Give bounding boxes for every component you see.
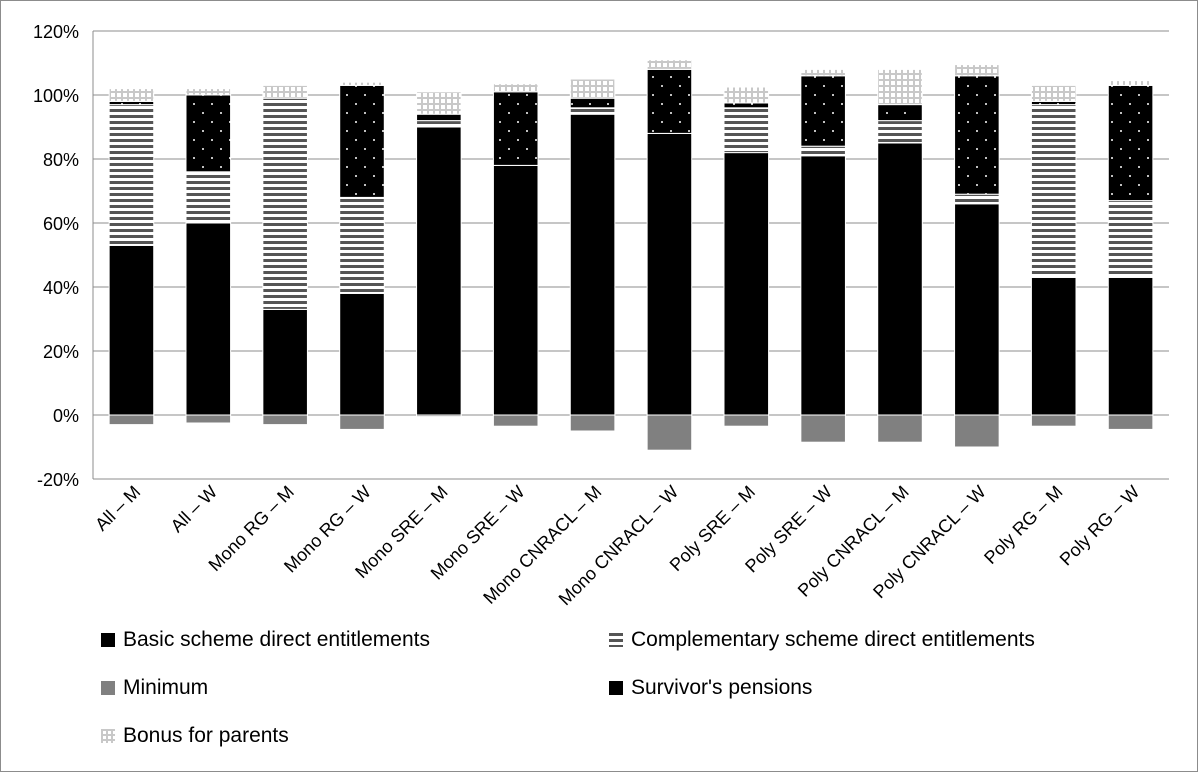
bar-segment-complementary-scheme-direct-entitlements-9 — [800, 145, 846, 157]
bar-segment-survivor-s-pensions-11 — [954, 75, 1000, 195]
bar-segment-basic-scheme-direct-entitlements-12 — [1030, 276, 1077, 416]
legend-label: Survivor's pensions — [631, 676, 813, 699]
legend-item: Survivor's pensions — [609, 673, 812, 703]
bar-segment-minimum-7 — [646, 414, 693, 451]
bar-segment-minimum-11 — [954, 414, 1000, 448]
bar-segment-basic-scheme-direct-entitlements-3 — [339, 292, 385, 416]
bar-segment-bonus-for-parents-4 — [416, 91, 462, 115]
legend-swatch — [101, 633, 115, 647]
bar-segment-minimum-2 — [262, 414, 308, 426]
bar-segment-minimum-8 — [723, 414, 770, 427]
bar-segment-minimum-5 — [492, 414, 539, 427]
bar-segment-minimum-1 — [185, 414, 232, 424]
bar-segment-minimum-12 — [1030, 414, 1077, 427]
x-tick-label: All – W — [167, 482, 221, 536]
y-tick-label: 40% — [43, 278, 79, 298]
legend-swatch — [609, 681, 623, 695]
y-tick-label: 100% — [33, 86, 79, 106]
x-tick-label: Poly RG – W — [1056, 482, 1144, 570]
bar-segment-survivor-s-pensions-5 — [492, 91, 539, 166]
bar-segment-minimum-3 — [339, 414, 385, 430]
x-tick-label: All – M — [91, 482, 144, 535]
bar-segment-complementary-scheme-direct-entitlements-2 — [262, 97, 308, 310]
y-axis-ticks: -20% 0% 20% 40% 60% 80% 100% 120% — [33, 22, 79, 490]
bar-segment-minimum-6 — [569, 414, 616, 432]
legend-label: Basic scheme direct entitlements — [123, 628, 430, 651]
bar-segment-bonus-for-parents-5 — [492, 83, 539, 93]
bar-segment-complementary-scheme-direct-entitlements-3 — [339, 196, 385, 294]
gridlines — [92, 30, 1169, 480]
legend-label: Minimum — [123, 676, 209, 699]
bar-segment-bonus-for-parents-0 — [108, 88, 155, 102]
bar-segment-complementary-scheme-direct-entitlements-11 — [954, 193, 1000, 205]
y-tick-label: 0% — [53, 406, 79, 426]
bar-segment-basic-scheme-direct-entitlements-7 — [646, 132, 693, 416]
bar-segment-bonus-for-parents-12 — [1030, 84, 1077, 102]
bar-segment-survivor-s-pensions-7 — [646, 68, 693, 134]
bar-segment-survivor-s-pensions-1 — [185, 94, 232, 173]
legend-label: Bonus for parents — [123, 724, 289, 747]
legend-item: Basic scheme direct entitlements — [101, 625, 430, 655]
bar-segment-basic-scheme-direct-entitlements-0 — [108, 244, 155, 416]
bar-segment-bonus-for-parents-3 — [339, 81, 385, 86]
bar-segment-bonus-for-parents-11 — [954, 64, 1000, 77]
bar-segment-basic-scheme-direct-entitlements-2 — [262, 308, 308, 416]
bar-segment-basic-scheme-direct-entitlements-4 — [416, 126, 462, 416]
bar-segment-bonus-for-parents-7 — [646, 59, 693, 70]
bar-segment-minimum-10 — [877, 414, 923, 443]
bar-segment-bonus-for-parents-1 — [185, 88, 232, 96]
legend-item: Complementary scheme direct entitlements — [609, 625, 1035, 655]
bar-segment-basic-scheme-direct-entitlements-9 — [800, 155, 846, 416]
bar-segment-complementary-scheme-direct-entitlements-1 — [185, 171, 232, 224]
bar-segment-complementary-scheme-direct-entitlements-6 — [569, 107, 616, 115]
bar-segment-basic-scheme-direct-entitlements-11 — [954, 203, 1000, 416]
bar-segment-survivor-s-pensions-13 — [1107, 84, 1154, 202]
bar-segment-survivor-s-pensions-8 — [723, 102, 770, 109]
bars — [108, 59, 1154, 451]
legend-item: Minimum — [101, 673, 208, 703]
bar-segment-minimum-9 — [800, 414, 846, 443]
bar-segment-basic-scheme-direct-entitlements-5 — [492, 164, 539, 416]
bar-segment-bonus-for-parents-13 — [1107, 80, 1154, 86]
legend-swatch — [101, 729, 115, 743]
bar-segment-basic-scheme-direct-entitlements-10 — [877, 142, 923, 416]
y-tick-label: 60% — [43, 214, 79, 234]
bar-segment-basic-scheme-direct-entitlements-6 — [569, 113, 616, 416]
bar-segment-survivor-s-pensions-6 — [569, 97, 616, 109]
legend-swatch — [609, 633, 623, 647]
y-tick-label: -20% — [37, 470, 79, 490]
bar-segment-bonus-for-parents-8 — [723, 86, 770, 104]
bar-segment-survivor-s-pensions-4 — [416, 113, 462, 122]
bar-segment-complementary-scheme-direct-entitlements-12 — [1030, 104, 1077, 278]
bar-segment-complementary-scheme-direct-entitlements-13 — [1107, 200, 1154, 278]
bar-segment-bonus-for-parents-10 — [877, 68, 923, 106]
legend-label: Complementary scheme direct entitlements — [631, 628, 1035, 651]
bar-segment-survivor-s-pensions-3 — [339, 84, 385, 198]
y-tick-label: 80% — [43, 150, 79, 170]
bar-segment-minimum-13 — [1107, 414, 1154, 430]
bar-segment-bonus-for-parents-6 — [569, 78, 616, 99]
bar-segment-complementary-scheme-direct-entitlements-4 — [416, 120, 462, 128]
legend-item: Bonus for parents — [101, 721, 289, 751]
bar-segment-basic-scheme-direct-entitlements-13 — [1107, 276, 1154, 416]
bar-segment-complementary-scheme-direct-entitlements-0 — [108, 104, 155, 246]
bar-segment-survivor-s-pensions-9 — [800, 75, 846, 147]
bar-segment-bonus-for-parents-9 — [800, 68, 846, 77]
bar-segment-survivor-s-pensions-10 — [877, 104, 923, 122]
bar-segment-basic-scheme-direct-entitlements-1 — [185, 222, 232, 416]
y-tick-label: 120% — [33, 22, 79, 42]
bar-segment-bonus-for-parents-2 — [262, 84, 308, 99]
bar-segment-complementary-scheme-direct-entitlements-10 — [877, 120, 923, 144]
bar-segment-minimum-0 — [108, 414, 155, 426]
bar-segment-basic-scheme-direct-entitlements-8 — [723, 152, 770, 416]
bar-segment-complementary-scheme-direct-entitlements-8 — [723, 107, 770, 154]
y-tick-label: 20% — [43, 342, 79, 362]
legend-swatch — [101, 681, 115, 695]
x-tick-label: Poly RG – M — [980, 482, 1066, 568]
bar-segment-minimum-4 — [416, 414, 462, 418]
